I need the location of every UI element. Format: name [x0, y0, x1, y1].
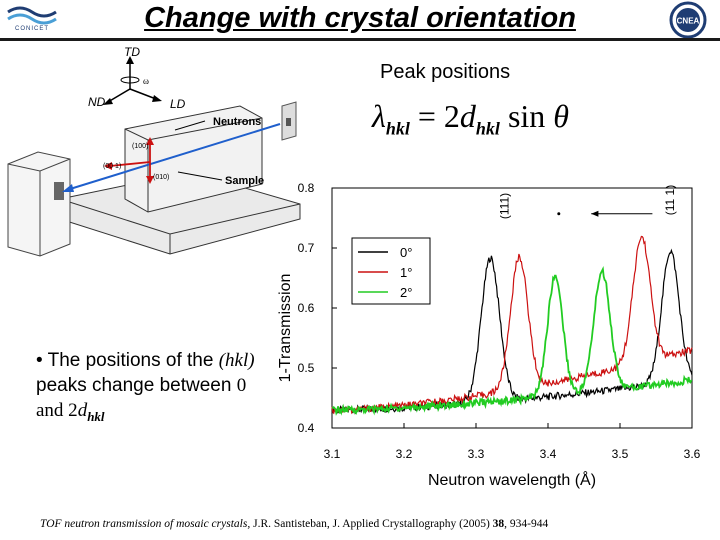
- legend-box: [351, 237, 431, 305]
- axes-triad: TD ND LD ω: [88, 45, 186, 111]
- bullet-point: • The positions of the (hkl) peaks chang…: [36, 348, 266, 429]
- crystal-direction-arrows: (100) (00 1) (010): [103, 137, 169, 184]
- bullet-text-b: peaks change between: [36, 375, 237, 396]
- neutron-source: [281, 101, 297, 141]
- plane-001-label: (00 1): [103, 163, 121, 170]
- bullet-d: d: [77, 400, 88, 421]
- formula-lambda: λ: [372, 98, 386, 134]
- x-tick-label: 3.3: [468, 447, 485, 461]
- formula-theta: θ: [553, 98, 569, 134]
- plane-010-label: (010): [153, 174, 169, 181]
- bragg-formula: λhkl = 2dhkl sin θ: [372, 98, 569, 139]
- x-tick-label: 3.4: [540, 447, 557, 461]
- y-axis-label: 1-Transmission: [277, 274, 294, 383]
- citation-authors: J.R. Santisteban, J. Applied Crystallogr…: [250, 518, 493, 530]
- sample-orientation-diagram: TD ND LD ω: [7, 45, 301, 257]
- legend-label-0: 0°: [400, 245, 412, 260]
- y-tick-label: 0.6: [298, 301, 315, 315]
- series-line-2: [331, 265, 692, 416]
- sample-block: [124, 105, 263, 213]
- legend-label-1: 1°: [400, 265, 412, 280]
- bullet-marker: •: [36, 350, 43, 371]
- slide-title: Change with crystal orientation: [144, 2, 576, 34]
- annotation-dot: [557, 212, 561, 216]
- conicet-logo: [7, 6, 57, 25]
- peak-positions-label: Peak positions: [380, 61, 511, 83]
- transmission-chart: 3.1 3.2 3.3 3.4 3.5 3.6 0.4 0.5 0.6 0.7 0.8 Neutron…: [277, 181, 701, 489]
- x-tick-label: 3.5: [612, 447, 629, 461]
- annotation-arrow-head: [591, 210, 599, 217]
- formula-lambda-sub: hkl: [385, 118, 410, 139]
- cnea-logo-text: CNEA: [677, 17, 700, 26]
- citation-volume: 38: [492, 518, 505, 530]
- peak-annotation-1: (11 1): [663, 185, 677, 215]
- ld-label: LD: [170, 97, 186, 111]
- neutrons-label: Neutrons: [213, 116, 261, 128]
- bullet-d-sub: hkl: [87, 408, 105, 424]
- plane-100-label: (100): [132, 143, 148, 150]
- neutron-beam-arrow: [62, 123, 281, 192]
- detector-panel: [7, 151, 71, 257]
- bullet-text-c: 0 and 2: [36, 375, 247, 421]
- formula-d-sub: hkl: [475, 118, 500, 139]
- citation: TOF neutron transmission of mosaic cryst…: [40, 518, 548, 530]
- td-label: TD: [124, 45, 140, 59]
- x-axis-label: Neutron wavelength (Å): [428, 470, 596, 489]
- y-tick-label: 0.5: [298, 361, 315, 375]
- header-divider: [0, 38, 720, 41]
- peak-annotation-0: (111): [497, 193, 511, 219]
- omega-label: ω: [143, 76, 149, 86]
- cnea-logo: CNEA: [669, 1, 707, 39]
- y-tick-label: 0.7: [298, 241, 315, 255]
- conicet-logo-text: CONICET: [15, 26, 49, 32]
- x-tick-label: 3.2: [396, 447, 413, 461]
- y-tick-label: 0.8: [298, 181, 315, 195]
- x-tick-label: 3.1: [324, 447, 341, 461]
- y-tick-label: 0.4: [298, 421, 315, 435]
- sample-label: Sample: [225, 175, 264, 187]
- citation-pages: , 934-944: [504, 518, 549, 530]
- formula-d: d: [459, 98, 476, 134]
- citation-title: TOF neutron transmission of mosaic cryst…: [40, 518, 251, 530]
- bullet-hkl: (hkl): [218, 350, 255, 371]
- formula-sin: sin: [499, 98, 554, 134]
- formula-equals: = 2: [409, 98, 460, 134]
- legend-label-2: 2°: [400, 285, 412, 300]
- nd-label: ND: [88, 95, 106, 109]
- x-tick-label: 3.6: [684, 447, 701, 461]
- bullet-text-a: The positions of the: [42, 350, 219, 371]
